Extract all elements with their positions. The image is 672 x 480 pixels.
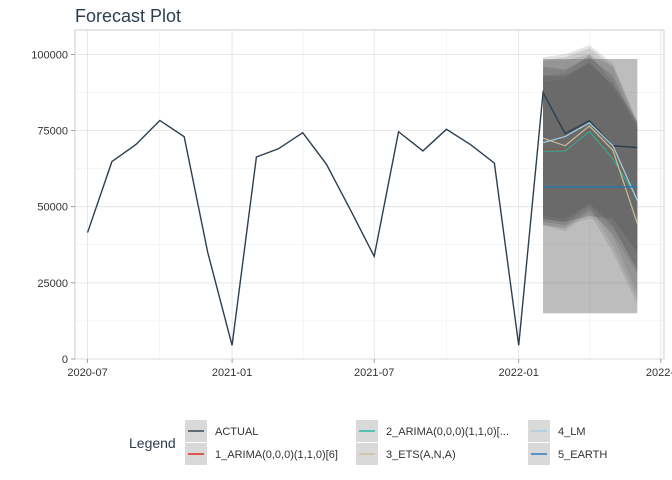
x-tick-label: 2020-07 [67, 367, 107, 379]
legend-label: ACTUAL [215, 426, 258, 438]
legend: Legend ACTUAL 1_ARIMA(0,0,0)(1,1,0)[6] 2_A… [129, 420, 607, 465]
x-tick-label: 2022-01 [499, 367, 539, 379]
confidence-band-80 [543, 54, 638, 274]
confidence-band-80 [543, 57, 638, 271]
confidence-bands [543, 45, 638, 314]
plot-panel [74, 29, 665, 360]
series-line-3 [542, 125, 638, 224]
y-tick-label: 50000 [37, 202, 68, 214]
grid [75, 30, 664, 360]
confidence-band-95 [543, 60, 638, 268]
axes: 0 25000 50000 75000 100000 2020-07 2021-01 2021… [31, 49, 672, 379]
confidence-band-95 [543, 45, 638, 305]
y-tick-label: 75000 [37, 126, 68, 138]
x-tick-label: 2021-07 [354, 367, 394, 379]
series-line-2 [543, 130, 638, 199]
x-tick-label: 2022-07 [646, 367, 672, 379]
confidence-band-95 [543, 48, 638, 299]
y-tick-label: 0 [62, 354, 68, 366]
legend-title: Legend [129, 435, 176, 451]
confidence-band-95 [543, 58, 638, 314]
series-lines [86, 90, 638, 346]
chart-title: Forecast Plot [75, 6, 181, 26]
confidence-band-80 [543, 58, 638, 314]
x-tick-label: 2021-01 [212, 367, 252, 379]
y-tick-label: 100000 [31, 49, 68, 61]
confidence-band-80 [543, 63, 638, 253]
y-tick-label: 25000 [37, 278, 68, 290]
series-line-actual [86, 90, 638, 346]
confidence-band-80 [543, 60, 638, 268]
legend-label: 3_ETS(A,N,A) [386, 449, 456, 461]
series-line-4 [542, 122, 638, 201]
legend-label: 4_LM [558, 426, 586, 438]
legend-label: 2_ARIMA(0,0,0)(1,1,0)[... [386, 426, 509, 438]
confidence-band-95 [543, 54, 638, 292]
legend-label: 1_ARIMA(0,0,0)(1,1,0)[6] [215, 449, 338, 461]
legend-label: 5_EARTH [558, 449, 607, 461]
